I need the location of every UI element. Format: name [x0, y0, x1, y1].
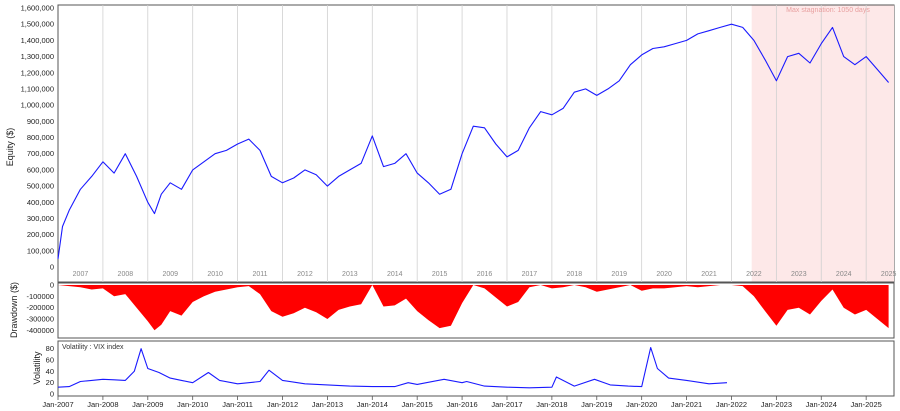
- equity-axis-title: Equity ($): [5, 128, 15, 167]
- equity-y-tick: 600,000: [27, 165, 54, 174]
- volatility-y-tick: 80: [46, 344, 54, 353]
- date-tick-label: Jan-2023: [761, 400, 792, 409]
- year-label: 2008: [118, 271, 134, 278]
- date-tick-label: Jan-2017: [491, 400, 522, 409]
- equity-y-tick: 900,000: [27, 117, 54, 126]
- equity-y-tick: 100,000: [27, 246, 54, 255]
- year-label: 2015: [432, 271, 448, 278]
- year-label: 2020: [656, 271, 672, 278]
- stagnation-shade: [751, 5, 894, 282]
- drawdown-y-tick: -300000: [26, 315, 54, 324]
- stagnation-annotation: Max stagnation: 1050 days: [786, 7, 870, 14]
- year-label: 2018: [567, 271, 583, 278]
- year-label: 2014: [387, 271, 403, 278]
- equity-y-tick: 1,100,000: [21, 84, 54, 93]
- volatility-y-tick: 20: [46, 378, 54, 387]
- drawdown-axis-title: Drawdown ($): [9, 282, 19, 338]
- year-label: 2021: [701, 271, 717, 278]
- equity-panel: 2007 2008 2009 2010 2011 2012 2013 2014 2015 2016…: [5, 4, 897, 283]
- volatility-y-tick: 40: [46, 367, 54, 376]
- equity-y-tick: 1,300,000: [21, 52, 54, 61]
- date-tick-label: Jan-2008: [87, 400, 118, 409]
- drawdown-y-tick: -100000: [26, 292, 54, 301]
- volatility-frame: [57, 340, 895, 397]
- drawdown-area: [58, 285, 889, 331]
- equity-y-tick: 400,000: [27, 198, 54, 207]
- year-label: 2024: [836, 271, 852, 278]
- equity-y-tick: 700,000: [27, 149, 54, 158]
- date-tick-label: Jan-2013: [312, 400, 343, 409]
- drawdown-y-tick: 0: [50, 281, 54, 290]
- date-tick-label: Jan-2011: [222, 400, 253, 409]
- year-label: 2012: [297, 271, 313, 278]
- equity-y-tick: 0: [50, 263, 54, 272]
- equity-line: [57, 23, 890, 259]
- year-label: 2011: [253, 271, 268, 278]
- year-label: 2023: [791, 271, 807, 278]
- equity-y-tick: 1,200,000: [21, 68, 54, 77]
- equity-y-tick: 1,500,000: [21, 20, 54, 29]
- date-tick-label: Jan-2025: [851, 400, 882, 409]
- year-label: 2013: [342, 271, 358, 278]
- volatility-axis-title: Volatility: [32, 351, 42, 385]
- year-label: 2025: [881, 271, 897, 278]
- date-tick-label: Jan-2014: [357, 400, 388, 409]
- drawdown-y-tick: -200000: [26, 303, 54, 312]
- date-tick-label: Jan-2022: [716, 400, 747, 409]
- equity-y-tick: 300,000: [27, 214, 54, 223]
- volatility-y-tick: 0: [50, 390, 54, 399]
- date-tick-label: Jan-2007: [42, 400, 73, 409]
- volatility-panel: 0 20 40 60 80 Volatility Volatility : VIX inde…: [32, 340, 895, 399]
- date-tick-label: Jan-2015: [402, 400, 433, 409]
- date-tick-label: Jan-2021: [671, 400, 702, 409]
- date-tick-label: Jan-2012: [267, 400, 298, 409]
- date-axis: Jan-2007 Jan-2008 Jan-2009 Jan-2010 Jan-2011…: [42, 396, 882, 409]
- year-label: 2010: [207, 271, 223, 278]
- equity-y-tick: 1,400,000: [21, 36, 54, 45]
- equity-y-tick: 1,600,000: [21, 4, 54, 13]
- date-tick-label: Jan-2010: [177, 400, 208, 409]
- date-tick-label: Jan-2016: [446, 400, 477, 409]
- equity-y-tick: 500,000: [27, 182, 54, 191]
- date-tick-label: Jan-2018: [536, 400, 567, 409]
- year-label: 2007: [73, 271, 89, 278]
- year-label: 2022: [746, 271, 762, 278]
- drawdown-y-tick: -400000: [26, 326, 54, 335]
- date-tick-label: Jan-2024: [806, 400, 837, 409]
- equity-y-tick: 1,000,000: [21, 101, 54, 110]
- equity-y-tick: 800,000: [27, 133, 54, 142]
- year-label: 2019: [611, 271, 627, 278]
- volatility-y-tick: 60: [46, 356, 54, 365]
- date-tick-label: Jan-2020: [626, 400, 657, 409]
- year-label: 2017: [522, 271, 538, 278]
- date-tick-label: Jan-2009: [132, 400, 163, 409]
- equity-y-tick: 200,000: [27, 230, 54, 239]
- volatility-legend: Volatility : VIX index: [62, 344, 124, 351]
- year-label: 2016: [477, 271, 493, 278]
- vix-line: [57, 346, 728, 389]
- year-label: 2009: [162, 271, 178, 278]
- drawdown-panel: 0 -100000 -200000 -300000 -400000 Drawdown ($…: [9, 281, 895, 339]
- date-tick-label: Jan-2019: [581, 400, 612, 409]
